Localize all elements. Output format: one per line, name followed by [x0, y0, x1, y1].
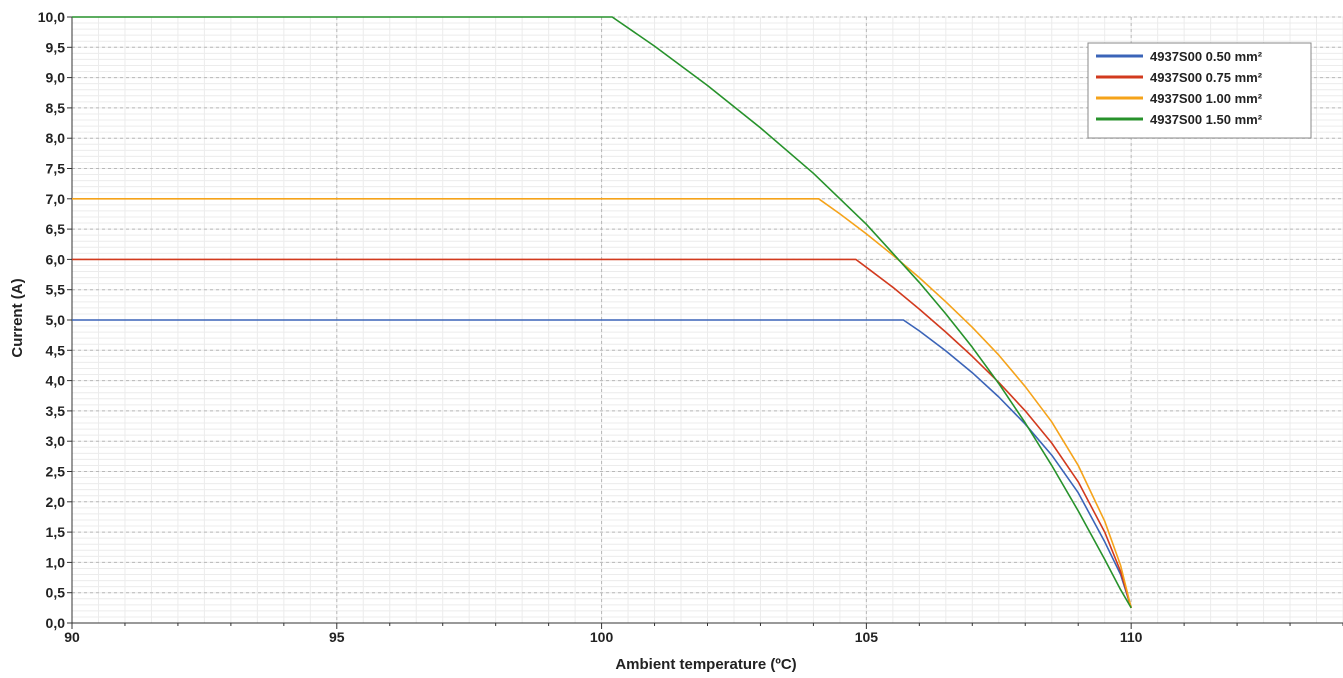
y-tick-label: 1,5 — [46, 524, 66, 540]
y-tick-label: 4,0 — [46, 373, 66, 389]
y-tick-label: 8,0 — [46, 130, 66, 146]
legend-label-1: 4937S00 0.50 mm² — [1150, 49, 1263, 64]
x-axis-title: Ambient temperature (ºC) — [615, 656, 796, 673]
legend-label-3: 4937S00 1.00 mm² — [1150, 91, 1263, 106]
series-line-4 — [72, 16, 1132, 609]
x-tick-label: 95 — [329, 629, 345, 645]
y-tick-label: 7,5 — [46, 161, 66, 177]
y-tick-label: 7,0 — [46, 191, 66, 207]
legend: 4937S00 0.50 mm² 4937S00 0.75 mm² 4937S00 … — [1087, 42, 1312, 139]
series-layer — [72, 16, 1132, 609]
x-tick-labels: 90 95 100 105 110 — [64, 629, 1142, 645]
y-tick-label: 0,0 — [46, 615, 66, 631]
y-axis-title: Current (A) — [9, 278, 26, 357]
series-line-3 — [72, 198, 1132, 609]
y-tick-label: 0,5 — [46, 585, 66, 601]
series-line-1 — [72, 319, 1132, 609]
y-tick-label: 4,5 — [46, 342, 66, 358]
y-tick-label: 9,0 — [46, 70, 66, 86]
y-tick-label: 10,0 — [38, 9, 65, 25]
y-tick-label: 2,0 — [46, 494, 66, 510]
y-tick-label: 8,5 — [46, 100, 66, 116]
legend-label-4: 4937S00 1.50 mm² — [1150, 112, 1263, 127]
x-tick-label: 90 — [64, 629, 80, 645]
y-tick-label: 3,5 — [46, 403, 66, 419]
series-line-2 — [72, 258, 1132, 609]
y-tick-label: 6,5 — [46, 221, 66, 237]
y-tick-label: 5,5 — [46, 282, 66, 298]
y-tick-label: 9,5 — [46, 39, 66, 55]
y-tick-label: 2,5 — [46, 464, 66, 480]
y-tick-labels: 0,0 0,5 1,0 1,5 2,0 2,5 3,0 3,5 4,0 4,5 5,0 5,5 6,0 6… — [38, 9, 65, 631]
y-tick-label: 6,0 — [46, 251, 66, 267]
y-tick-label: 1,0 — [46, 554, 66, 570]
y-tick-label: 5,0 — [46, 312, 66, 328]
y-tick-label: 3,0 — [46, 433, 66, 449]
legend-label-2: 4937S00 0.75 mm² — [1150, 70, 1263, 85]
x-tick-label: 100 — [590, 629, 614, 645]
x-tick-label: 105 — [855, 629, 879, 645]
x-tick-label: 110 — [1120, 629, 1143, 645]
legend-box — [1087, 42, 1312, 139]
